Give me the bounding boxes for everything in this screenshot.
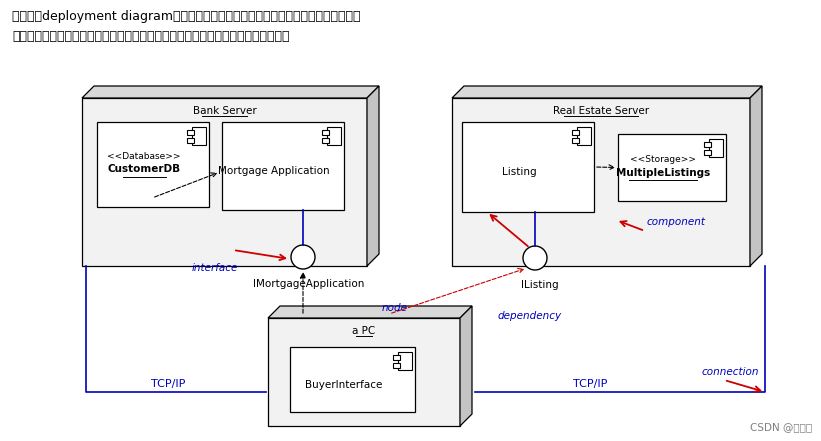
Text: TCP/IP: TCP/IP bbox=[151, 379, 186, 389]
Bar bbox=[290, 347, 415, 412]
Bar bbox=[222, 122, 344, 210]
Text: <<Storage>>: <<Storage>> bbox=[630, 155, 696, 164]
Circle shape bbox=[523, 246, 547, 270]
Text: Bank Server: Bank Server bbox=[193, 106, 256, 116]
Bar bbox=[322, 138, 329, 143]
Text: connection: connection bbox=[702, 367, 759, 377]
Text: Mortgage Application: Mortgage Application bbox=[218, 166, 330, 176]
Text: component: component bbox=[647, 217, 706, 227]
Text: Listing: Listing bbox=[502, 167, 536, 177]
Text: node: node bbox=[382, 303, 408, 313]
Bar bbox=[327, 127, 341, 145]
Text: 的配置。部署图给出了架构的静态部署视图，通常一个节点包含一个或多个部署图。: 的配置。部署图给出了架构的静态部署视图，通常一个节点包含一个或多个部署图。 bbox=[12, 30, 290, 43]
Bar bbox=[268, 318, 460, 426]
Text: BuyerInterface: BuyerInterface bbox=[305, 380, 383, 389]
Bar bbox=[187, 138, 194, 143]
Text: interface: interface bbox=[192, 263, 238, 273]
Bar bbox=[393, 363, 400, 368]
Text: CSDN @一心猿: CSDN @一心猿 bbox=[750, 422, 812, 432]
Bar bbox=[462, 122, 594, 212]
Text: 部署图（deployment diagram）。部署图描述对运行时的处理节点及在其中生存的构件: 部署图（deployment diagram）。部署图描述对运行时的处理节点及在… bbox=[12, 10, 360, 23]
Text: CustomerDB: CustomerDB bbox=[108, 164, 181, 175]
Bar bbox=[572, 130, 579, 135]
Text: <<Database>>: <<Database>> bbox=[108, 152, 181, 161]
Polygon shape bbox=[367, 86, 379, 266]
Polygon shape bbox=[82, 86, 379, 98]
Bar bbox=[572, 138, 579, 143]
Bar bbox=[618, 134, 726, 201]
Bar bbox=[704, 142, 711, 147]
Text: MultipleListings: MultipleListings bbox=[616, 168, 710, 177]
Polygon shape bbox=[750, 86, 762, 266]
Bar bbox=[82, 98, 367, 266]
Polygon shape bbox=[460, 306, 472, 426]
Text: TCP/IP: TCP/IP bbox=[573, 379, 608, 389]
Text: a PC: a PC bbox=[352, 326, 376, 336]
Polygon shape bbox=[268, 306, 472, 318]
Polygon shape bbox=[452, 86, 762, 98]
Bar bbox=[393, 355, 400, 360]
Bar bbox=[704, 150, 711, 155]
Bar bbox=[577, 127, 591, 145]
Text: IListing: IListing bbox=[521, 280, 559, 290]
Text: Real Estate Server: Real Estate Server bbox=[553, 106, 649, 116]
Bar bbox=[187, 130, 194, 135]
Text: dependency: dependency bbox=[498, 311, 562, 321]
Text: IMortgageApplication: IMortgageApplication bbox=[254, 279, 365, 289]
Circle shape bbox=[291, 245, 315, 269]
Bar bbox=[97, 122, 209, 207]
Bar bbox=[452, 98, 750, 266]
Bar bbox=[322, 130, 329, 135]
Bar bbox=[398, 352, 412, 370]
Bar bbox=[192, 127, 206, 145]
Bar bbox=[709, 139, 723, 157]
